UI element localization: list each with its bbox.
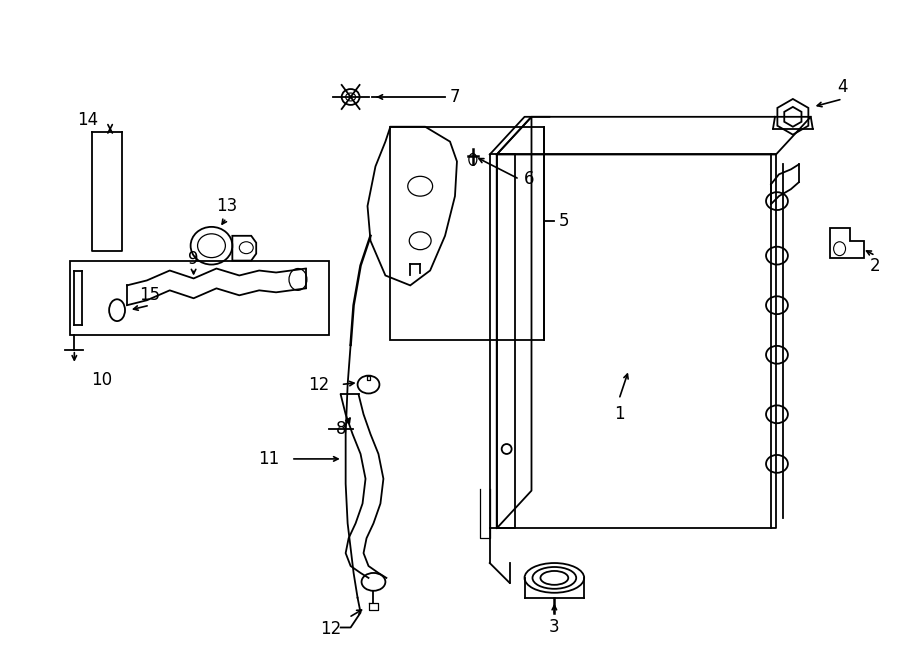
- Text: 14: 14: [76, 111, 98, 129]
- Text: 6: 6: [525, 171, 535, 188]
- Text: 3: 3: [549, 619, 560, 637]
- Text: 10: 10: [92, 371, 112, 389]
- Text: 12: 12: [320, 621, 341, 639]
- Text: 13: 13: [216, 197, 237, 215]
- Text: 2: 2: [870, 256, 881, 274]
- Text: 4: 4: [837, 78, 848, 96]
- Text: 15: 15: [140, 286, 160, 304]
- Bar: [391, 127, 544, 340]
- Bar: [70, 260, 328, 335]
- Text: 7: 7: [450, 88, 460, 106]
- Text: 12: 12: [308, 375, 329, 393]
- Text: 9: 9: [188, 250, 199, 268]
- Text: 1: 1: [614, 405, 625, 423]
- Text: 5: 5: [559, 212, 570, 230]
- Text: 11: 11: [258, 450, 280, 468]
- Text: 8: 8: [336, 420, 346, 438]
